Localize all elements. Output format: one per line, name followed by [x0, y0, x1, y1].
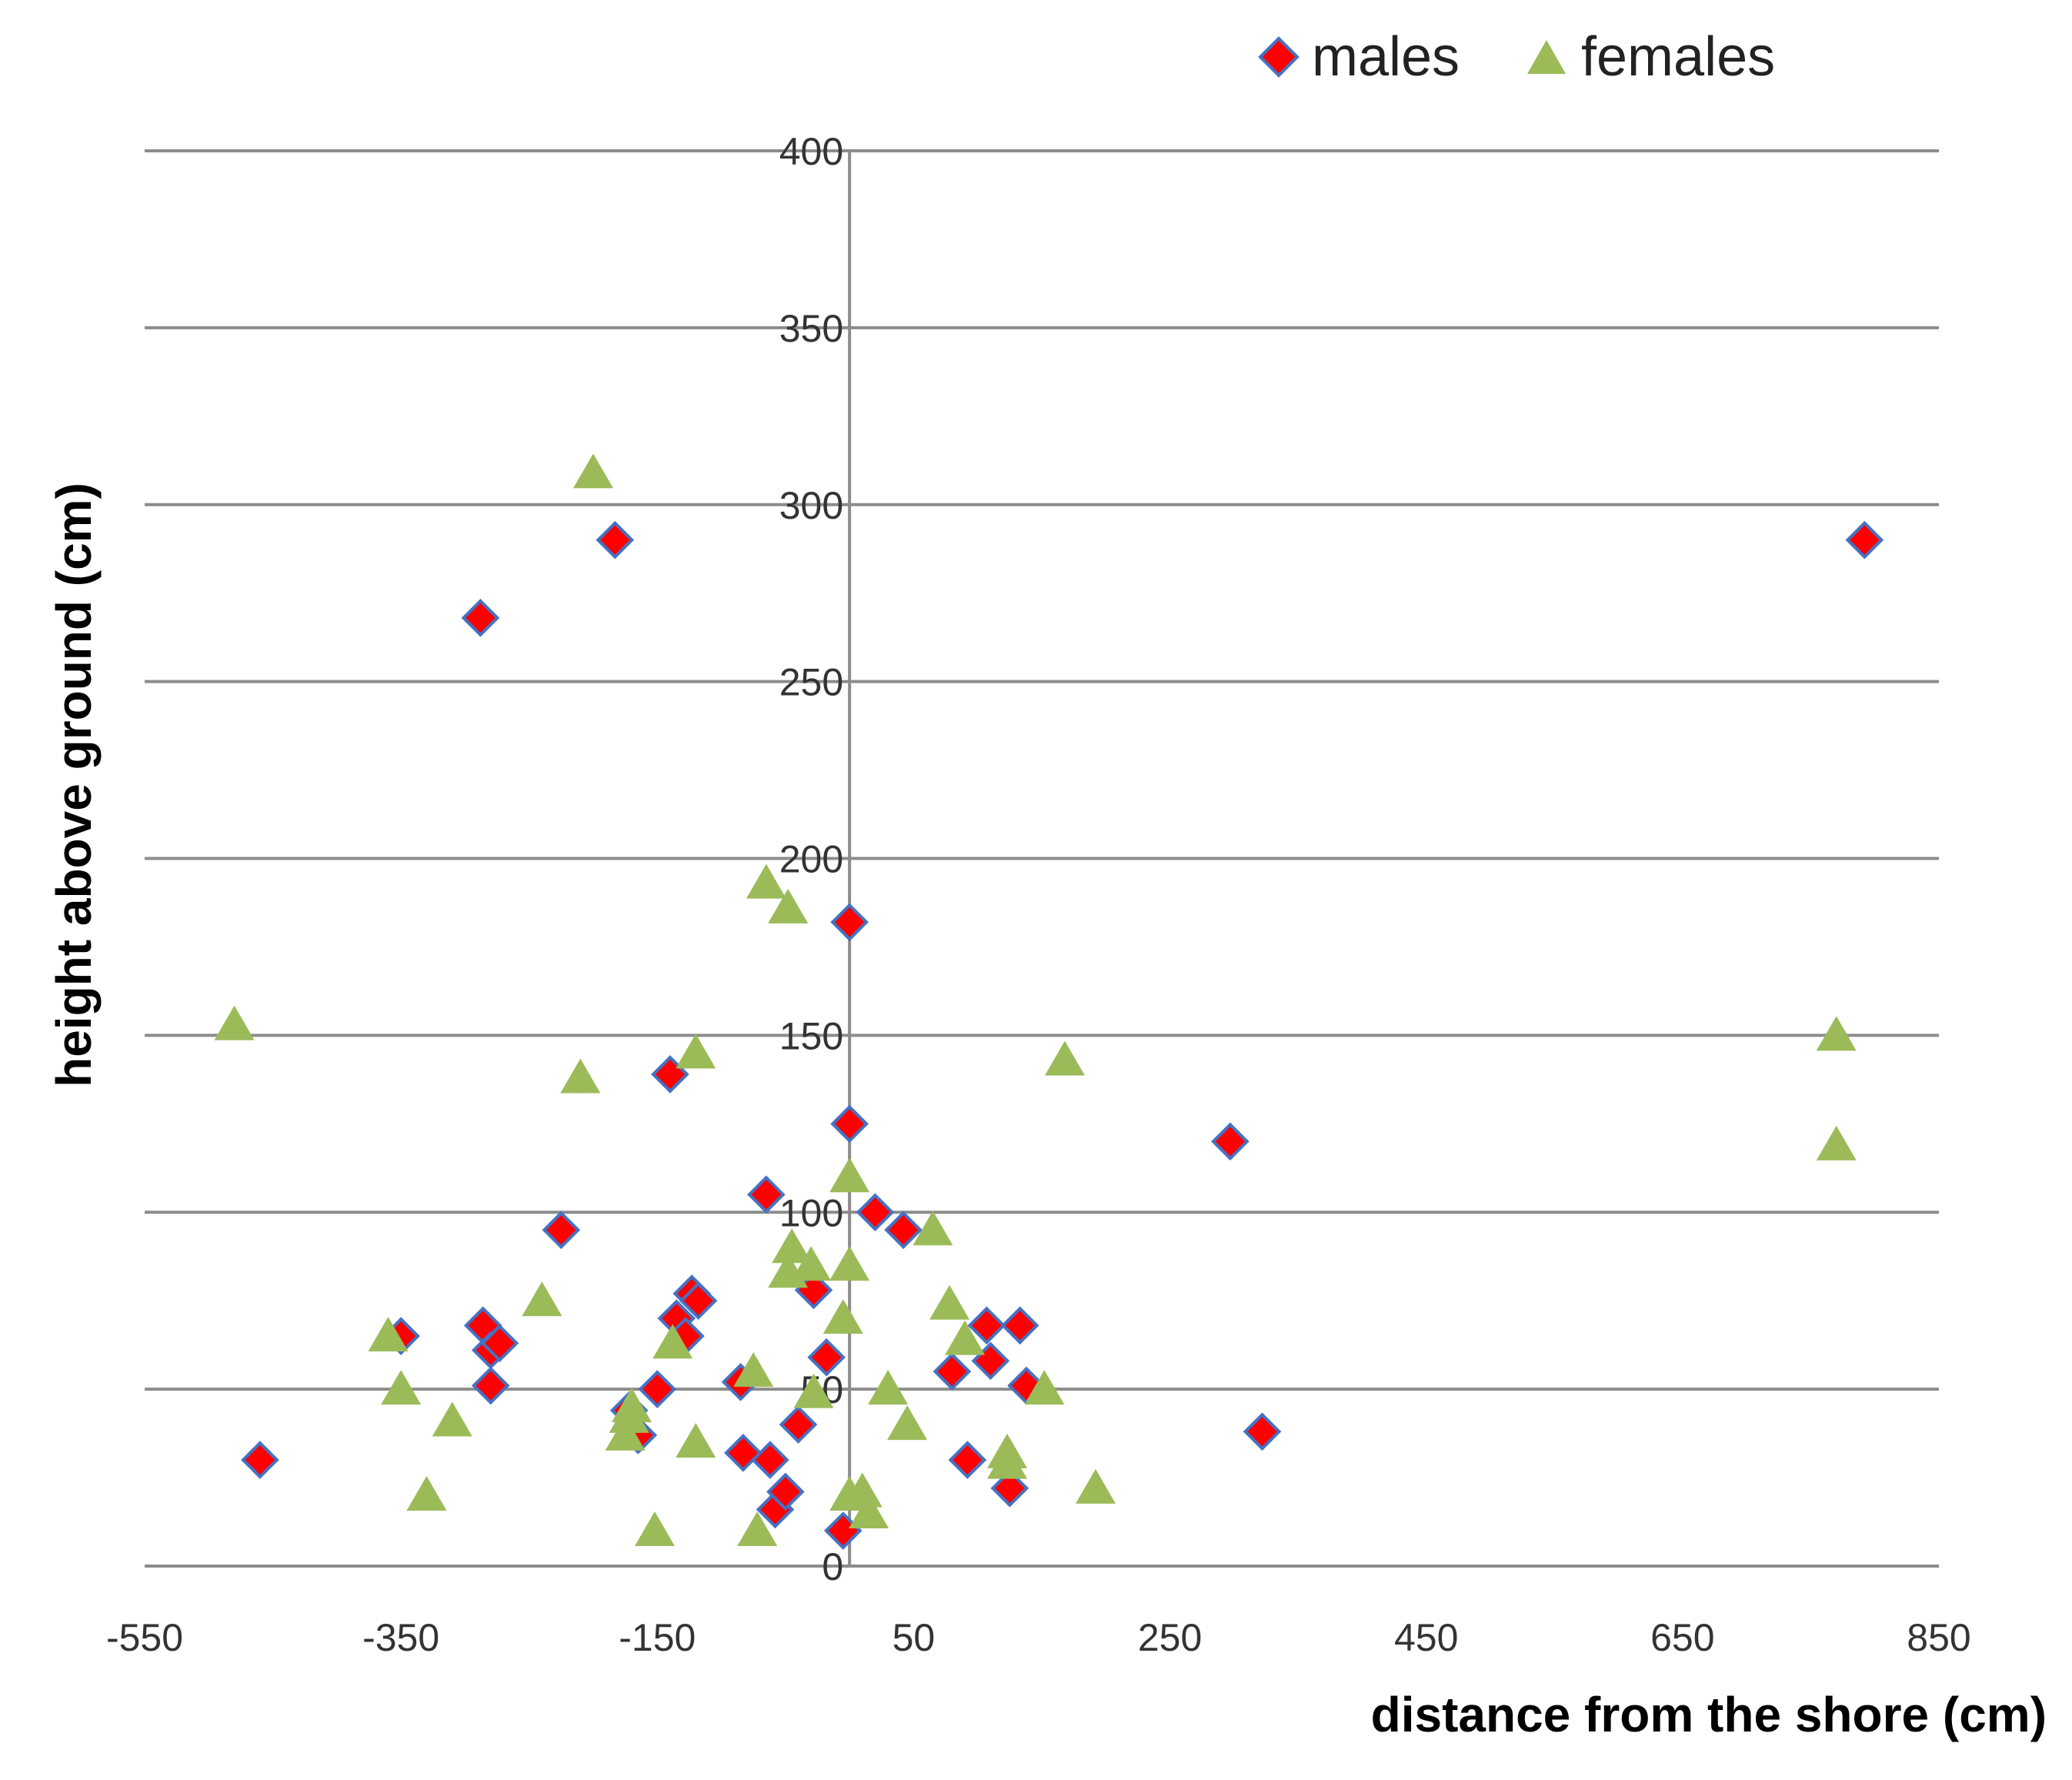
series-females — [214, 453, 1857, 1547]
grid-lines — [145, 149, 1939, 1568]
y-tick-label: 100 — [779, 1191, 843, 1234]
male-point — [971, 1341, 1010, 1381]
male-point — [1845, 520, 1884, 559]
male-point — [542, 1211, 581, 1250]
x-tick-label: 50 — [893, 1616, 936, 1659]
male-point — [679, 1281, 718, 1321]
female-point — [849, 1494, 889, 1529]
y-tick-label: 150 — [779, 1014, 843, 1057]
legend: males females — [1258, 26, 1775, 88]
female-point — [793, 1373, 834, 1408]
female-point — [887, 1405, 928, 1441]
male-point — [884, 1211, 923, 1250]
legend-females-marker — [1527, 40, 1566, 74]
female-point — [768, 888, 809, 923]
female-point — [842, 1472, 883, 1508]
female-point — [987, 1444, 1028, 1479]
legend-males-label: males — [1312, 26, 1460, 88]
male-point — [766, 1472, 805, 1511]
y-tick-label: 0 — [822, 1545, 843, 1588]
male-point — [241, 1441, 279, 1479]
x-tick-label: 450 — [1394, 1616, 1458, 1659]
male-point — [1243, 1412, 1282, 1451]
male-point — [751, 1441, 789, 1479]
x-tick-label: 850 — [1907, 1616, 1970, 1659]
female-point — [772, 1228, 812, 1264]
male-point — [461, 599, 500, 637]
legend-males-marker — [1258, 36, 1300, 78]
male-point — [933, 1352, 972, 1391]
x-tick-label: 650 — [1650, 1616, 1714, 1659]
x-tick-label: -350 — [362, 1616, 439, 1659]
female-point — [1024, 1370, 1065, 1405]
female-point — [913, 1211, 953, 1246]
y-tick-label: 300 — [779, 484, 843, 527]
female-point — [573, 453, 613, 489]
female-point — [746, 863, 786, 899]
x-tick-label: -150 — [619, 1616, 696, 1659]
female-point — [1816, 1016, 1857, 1051]
y-tick-labels: 050100150200250300350400 — [779, 130, 843, 1588]
y-axis-title: height above ground (cm) — [46, 483, 102, 1087]
male-point — [724, 1434, 762, 1472]
female-point — [406, 1476, 447, 1511]
y-tick-label: 200 — [779, 838, 843, 881]
female-point — [634, 1511, 675, 1547]
male-point — [471, 1366, 510, 1405]
female-point — [1075, 1468, 1116, 1504]
y-tick-label: 250 — [779, 661, 843, 704]
male-point — [747, 1175, 786, 1214]
male-point — [807, 1338, 846, 1377]
female-point — [868, 1370, 909, 1405]
female-point — [560, 1058, 601, 1094]
male-point — [967, 1306, 1006, 1345]
male-point — [1211, 1122, 1250, 1161]
female-point — [676, 1034, 716, 1069]
x-axis-title: distance from the shore (cm) — [1371, 1687, 2047, 1742]
female-point — [945, 1320, 986, 1355]
x-tick-label: -550 — [106, 1616, 183, 1659]
series-males — [241, 520, 1884, 1550]
male-point — [779, 1405, 818, 1444]
legend-females-label: females — [1581, 26, 1775, 88]
female-point — [1044, 1040, 1085, 1076]
female-point — [737, 1511, 778, 1547]
x-tick-label: 250 — [1138, 1616, 1202, 1659]
male-point — [830, 903, 869, 942]
female-point — [733, 1352, 774, 1388]
y-tick-label: 400 — [779, 130, 843, 173]
x-tick-labels: -550 -350 -150 50 250 450 650 850 — [106, 1616, 1971, 1659]
female-point — [611, 1388, 652, 1423]
female-point — [214, 1005, 255, 1040]
female-point — [652, 1324, 693, 1359]
female-point — [829, 1246, 870, 1281]
male-point — [596, 520, 635, 559]
female-point — [381, 1370, 422, 1405]
male-point — [1000, 1306, 1039, 1345]
male-point — [830, 1104, 869, 1144]
female-point — [791, 1246, 832, 1281]
female-point — [676, 1423, 716, 1458]
female-point — [829, 1157, 870, 1193]
male-point — [990, 1469, 1029, 1508]
male-point — [856, 1193, 895, 1232]
female-point — [1816, 1125, 1857, 1161]
female-point — [368, 1317, 409, 1352]
female-point — [432, 1401, 472, 1437]
male-point — [480, 1324, 519, 1363]
y-tick-label: 350 — [779, 307, 843, 350]
female-point — [929, 1284, 970, 1320]
female-point — [822, 1299, 863, 1334]
male-point — [638, 1370, 677, 1408]
male-point — [948, 1441, 987, 1479]
female-point — [522, 1281, 562, 1317]
female-point — [605, 1415, 646, 1451]
